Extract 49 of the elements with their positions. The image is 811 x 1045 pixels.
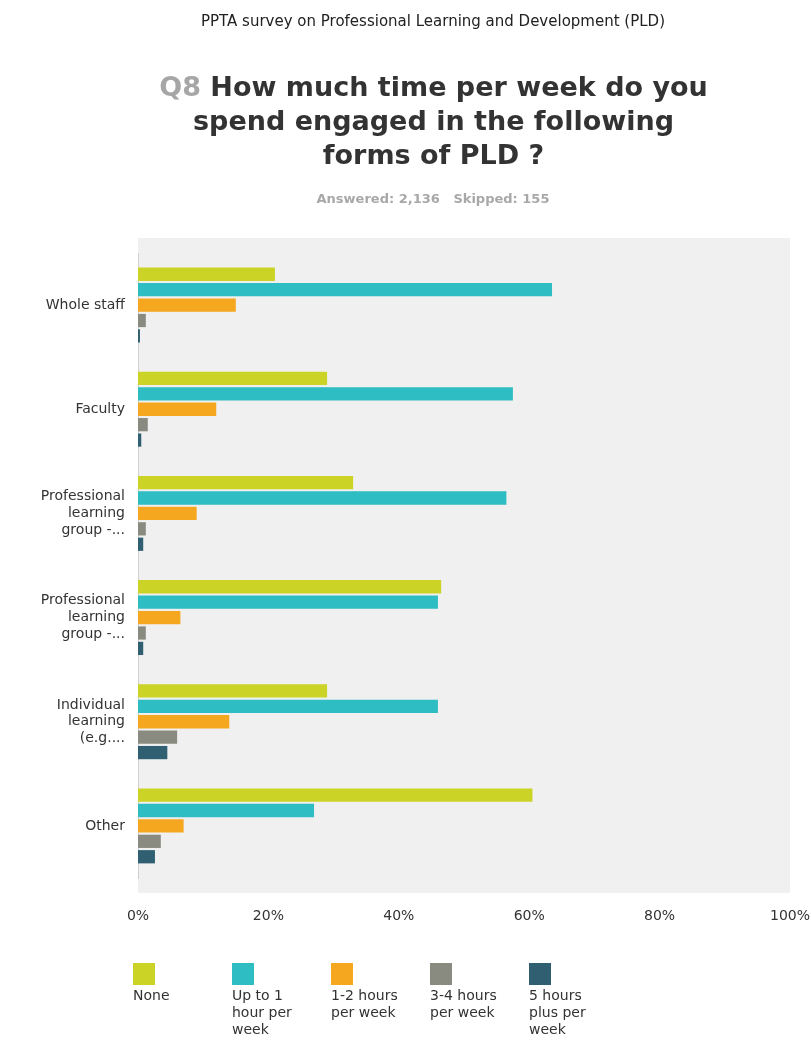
bar xyxy=(138,491,507,505)
legend-label: 1-2 hours per week xyxy=(331,986,398,1020)
bar xyxy=(138,313,146,328)
y-tick-label: Professional learning group -... xyxy=(40,487,125,537)
bar xyxy=(138,298,236,312)
bar xyxy=(138,506,197,521)
text: PPTA survey on Professional Learning and Development (PLD) xyxy=(200,12,666,30)
bar xyxy=(138,475,354,490)
bar xyxy=(138,819,184,833)
bar xyxy=(138,537,144,551)
bar xyxy=(138,850,155,864)
legend-label: 5 hours plus per week xyxy=(529,986,586,1037)
y-tick-label: Professional learning group -... xyxy=(40,591,125,642)
bar xyxy=(138,684,328,698)
bar xyxy=(138,402,217,416)
bar xyxy=(138,433,142,447)
bar xyxy=(138,626,146,640)
legend-label: None xyxy=(133,986,170,1003)
bar xyxy=(138,745,168,760)
y-tick-label: Individual learning (e.g.... xyxy=(56,695,125,746)
y-tick-label: Other xyxy=(85,816,126,833)
legend-label: Up to 1 hour per week xyxy=(232,986,293,1037)
x-tick-label: 60% xyxy=(513,907,545,924)
x-tick-label: 0% xyxy=(126,907,150,924)
bar xyxy=(138,788,533,802)
bar xyxy=(138,595,438,609)
bar xyxy=(138,730,178,744)
bar xyxy=(138,371,328,386)
y-tick-label: Whole staff xyxy=(45,295,126,312)
x-tick-label: 20% xyxy=(252,907,284,924)
bar xyxy=(138,803,315,818)
bar xyxy=(138,387,513,401)
bar xyxy=(138,418,148,432)
bar xyxy=(138,267,275,281)
legend-label: 3-4 hours per week xyxy=(430,986,497,1020)
bar xyxy=(138,580,442,594)
bar xyxy=(138,610,181,625)
bar xyxy=(138,283,553,297)
bar xyxy=(138,699,438,713)
y-tick-label: Faculty xyxy=(75,399,125,416)
x-tick-label: 100% xyxy=(769,907,811,924)
x-tick-label: 40% xyxy=(383,907,415,924)
bar xyxy=(138,522,146,536)
x-tick-label: 80% xyxy=(644,907,676,924)
chart-subtitle: Answered: 2,136 Skipped: 155 xyxy=(315,191,551,206)
bar xyxy=(138,834,161,848)
chart-title: Q8 How much time per week do you spend engaged in the following forms of PLD ? xyxy=(159,71,708,170)
bar xyxy=(138,715,230,729)
bar xyxy=(138,641,144,656)
